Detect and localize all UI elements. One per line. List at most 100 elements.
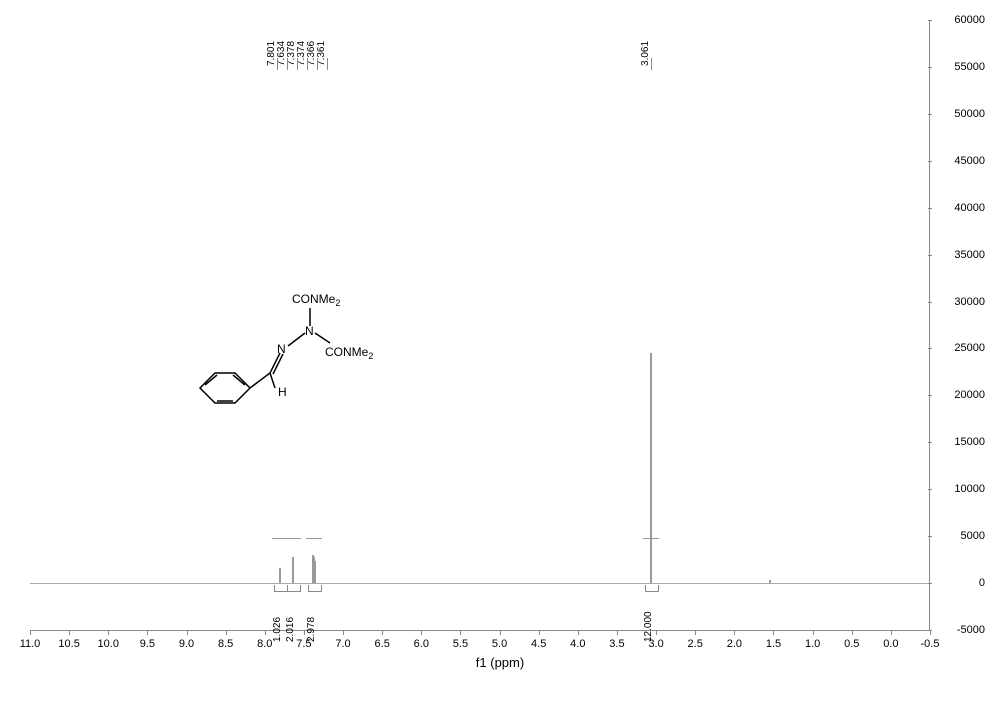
peak-tree-line bbox=[651, 58, 652, 70]
x-tick-label: 4.0 bbox=[570, 638, 585, 650]
x-tick-label: 1.5 bbox=[766, 638, 781, 650]
structure-n1-label: N bbox=[277, 342, 286, 356]
integral-curve bbox=[306, 538, 322, 539]
integral-curve bbox=[285, 538, 301, 539]
x-tick-label: 9.5 bbox=[140, 638, 155, 650]
x-tick-label: 3.0 bbox=[648, 638, 663, 650]
x-tick-label: 10.0 bbox=[98, 638, 119, 650]
x-tick-label: 0.5 bbox=[844, 638, 859, 650]
x-tick-label: 0.0 bbox=[883, 638, 898, 650]
x-tick-mark bbox=[69, 630, 70, 635]
x-tick-mark bbox=[578, 630, 579, 635]
x-tick-label: 2.5 bbox=[688, 638, 703, 650]
x-tick-mark bbox=[108, 630, 109, 635]
x-tick-label: 8.5 bbox=[218, 638, 233, 650]
plot-area: 7.8017.6347.3787.3747.3667.3613.061 1.02… bbox=[30, 20, 930, 631]
x-tick-mark bbox=[539, 630, 540, 635]
x-tick-mark bbox=[852, 630, 853, 635]
y-tick-label: 10000 bbox=[954, 483, 985, 495]
y-tick-label: 15000 bbox=[954, 436, 985, 448]
x-tick-mark bbox=[147, 630, 148, 635]
y-tick-mark bbox=[928, 114, 932, 115]
integral-value-label: 2.016 bbox=[285, 617, 296, 642]
spectrum-peak bbox=[769, 580, 771, 583]
x-tick-label: 6.0 bbox=[414, 638, 429, 650]
x-tick-label: 5.5 bbox=[453, 638, 468, 650]
x-tick-label: 11.0 bbox=[20, 638, 41, 650]
y-tick-label: 60000 bbox=[954, 14, 985, 26]
structure-conme2-top: CONMe2 bbox=[292, 292, 340, 308]
x-tick-label: 7.5 bbox=[296, 638, 311, 650]
x-tick-mark bbox=[343, 630, 344, 635]
y-tick-label: 0 bbox=[979, 577, 985, 589]
chemical-structure: H N N CONMe2 CONMe2 bbox=[180, 258, 380, 428]
peak-tree-line bbox=[287, 58, 288, 70]
x-tick-mark bbox=[421, 630, 422, 635]
x-tick-mark bbox=[382, 630, 383, 635]
x-tick-mark bbox=[265, 630, 266, 635]
y-tick-label: 20000 bbox=[954, 389, 985, 401]
peak-tree-line bbox=[297, 58, 298, 70]
x-tick-mark bbox=[891, 630, 892, 635]
x-tick-label: 7.0 bbox=[335, 638, 350, 650]
x-tick-mark bbox=[930, 630, 931, 635]
spectrum-peak bbox=[292, 557, 294, 583]
y-tick-mark bbox=[928, 302, 932, 303]
x-tick-mark bbox=[187, 630, 188, 635]
x-tick-label: 9.0 bbox=[179, 638, 194, 650]
peak-tree-line bbox=[277, 58, 278, 70]
nmr-chart: 7.8017.6347.3787.3747.3667.3613.061 1.02… bbox=[10, 10, 990, 710]
y-tick-label: 45000 bbox=[954, 155, 985, 167]
x-tick-label: 6.5 bbox=[375, 638, 390, 650]
y-tick-label: 25000 bbox=[954, 342, 985, 354]
peak-ppm-label: 3.061 bbox=[640, 41, 651, 66]
y-tick-mark bbox=[928, 348, 932, 349]
y-axis: 6000055000500004500040000350003000025000… bbox=[929, 20, 990, 630]
x-tick-mark bbox=[226, 630, 227, 635]
x-tick-mark bbox=[304, 630, 305, 635]
baseline bbox=[30, 583, 930, 584]
y-tick-mark bbox=[928, 536, 932, 537]
structure-h-label: H bbox=[278, 385, 287, 399]
x-tick-mark bbox=[617, 630, 618, 635]
integral-bracket bbox=[645, 585, 659, 592]
spectrum-peak bbox=[314, 561, 316, 584]
x-tick-mark bbox=[656, 630, 657, 635]
peak-tree-line bbox=[327, 58, 328, 70]
y-tick-mark bbox=[928, 442, 932, 443]
x-tick-label: -0.5 bbox=[921, 638, 940, 650]
x-tick-mark bbox=[773, 630, 774, 635]
integral-value-label: 1.026 bbox=[272, 617, 283, 642]
y-tick-mark bbox=[928, 67, 932, 68]
y-tick-mark bbox=[928, 489, 932, 490]
x-tick-mark bbox=[500, 630, 501, 635]
peak-tree-line bbox=[317, 58, 318, 70]
x-tick-mark bbox=[695, 630, 696, 635]
y-tick-label: 35000 bbox=[954, 249, 985, 261]
y-tick-label: -5000 bbox=[957, 624, 985, 636]
peak-ppm-label: 7.801 bbox=[266, 41, 277, 66]
x-tick-mark bbox=[813, 630, 814, 635]
x-tick-label: 8.0 bbox=[257, 638, 272, 650]
x-tick-mark bbox=[734, 630, 735, 635]
x-tick-mark bbox=[30, 630, 31, 635]
y-tick-mark bbox=[928, 255, 932, 256]
peak-tree-line bbox=[307, 58, 308, 70]
y-tick-label: 50000 bbox=[954, 108, 985, 120]
y-tick-mark bbox=[928, 161, 932, 162]
y-tick-label: 30000 bbox=[954, 296, 985, 308]
x-tick-mark bbox=[460, 630, 461, 635]
y-tick-label: 5000 bbox=[961, 530, 985, 542]
y-tick-label: 40000 bbox=[954, 202, 985, 214]
y-tick-mark bbox=[928, 20, 932, 21]
integral-bracket bbox=[274, 585, 288, 592]
integral-bracket bbox=[308, 585, 322, 592]
x-tick-label: 1.0 bbox=[805, 638, 820, 650]
spectrum-peak bbox=[279, 568, 281, 583]
x-tick-label: 10.5 bbox=[58, 638, 79, 650]
integral-bracket bbox=[287, 585, 301, 592]
x-tick-label: 4.5 bbox=[531, 638, 546, 650]
integral-curve bbox=[643, 538, 659, 539]
structure-conme2-bot: CONMe2 bbox=[325, 345, 373, 361]
y-tick-mark bbox=[928, 395, 932, 396]
